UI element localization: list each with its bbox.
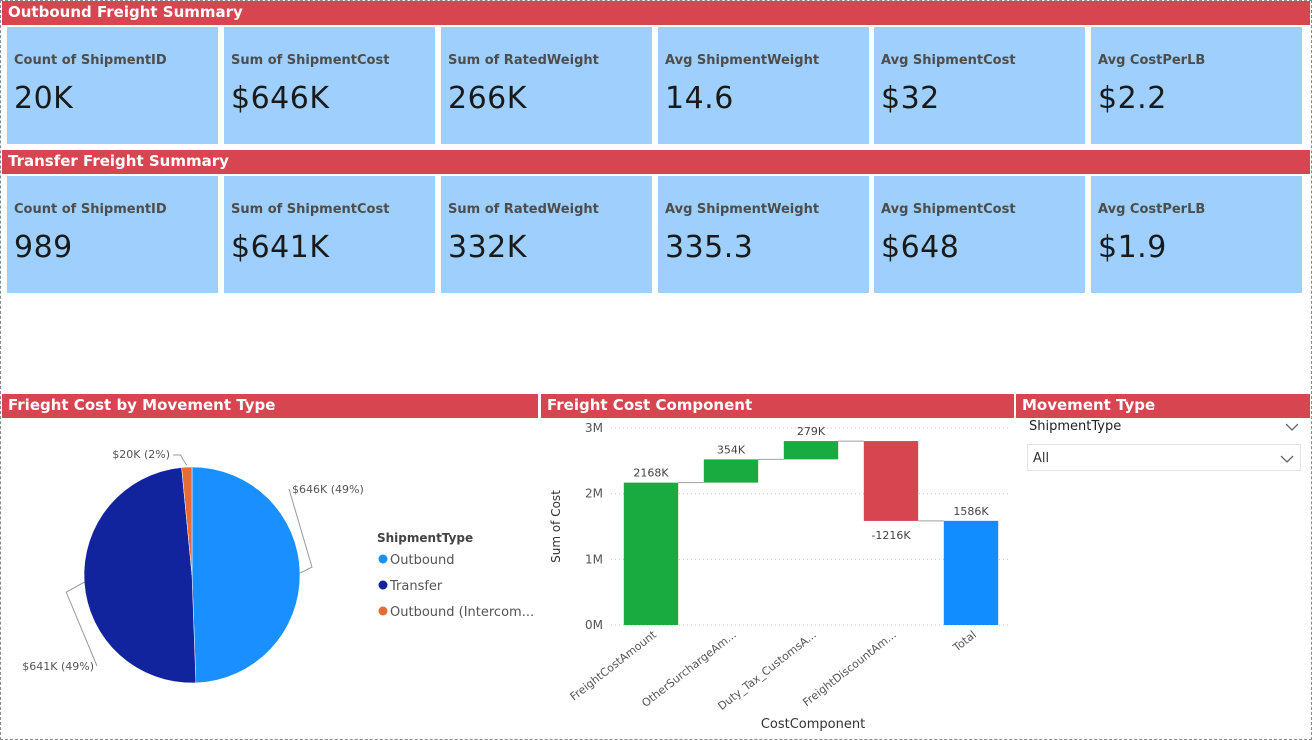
waterfall-visual-header: Freight Cost Component xyxy=(541,394,1014,418)
pie-slice-intercompany xyxy=(181,466,193,576)
kpi-label: Count of ShipmentID xyxy=(14,202,167,217)
y-tick-label: 3M xyxy=(585,421,603,435)
kpi-value: 20K xyxy=(14,81,74,116)
waterfall-data-label: 279K xyxy=(797,425,826,438)
kpi-label: Count of ShipmentID xyxy=(14,53,167,68)
kpi-label: Sum of ShipmentCost xyxy=(231,53,390,68)
kpi-label: Sum of RatedWeight xyxy=(448,53,599,68)
waterfall-bar xyxy=(623,482,679,625)
kpi-value: $1.9 xyxy=(1098,230,1167,265)
chevron-down-icon[interactable] xyxy=(1280,454,1294,464)
pie-legend-item: Outbound (Intercom... xyxy=(390,605,534,620)
waterfall-bar xyxy=(943,520,999,625)
pie-data-label: $646K (49%) xyxy=(292,483,364,496)
pie-leader-line xyxy=(288,488,313,574)
kpi-value: $648 xyxy=(881,230,960,265)
slicer-header: Movement Type xyxy=(1016,394,1310,418)
pie-legend-title: ShipmentType xyxy=(377,531,473,545)
slicer-selected-value: All xyxy=(1033,451,1050,466)
waterfall-data-label: 2168K xyxy=(633,467,669,480)
kpi-value: 335.3 xyxy=(665,230,754,265)
pie-data-label: $641K (49%) xyxy=(22,660,94,673)
kpi-value: 14.6 xyxy=(665,81,734,116)
chevron-down-icon[interactable] xyxy=(1285,422,1299,432)
pie-data-label: $20K (2%) xyxy=(112,448,170,461)
pie-slice-transfer xyxy=(83,467,197,684)
kpi-value: $32 xyxy=(881,81,940,116)
kpi-label: Avg ShipmentCost xyxy=(881,202,1016,217)
pie-legend-item: Transfer xyxy=(389,579,443,594)
transfer-kpi-card: Avg CostPerLB $1.9 xyxy=(1091,176,1302,293)
transfer-kpi-card: Sum of ShipmentCost $641K xyxy=(224,176,435,293)
kpi-value: $641K xyxy=(231,230,330,265)
waterfall-bar xyxy=(863,441,919,521)
outbound-summary-title: Outbound Freight Summary xyxy=(8,3,243,21)
kpi-value: $646K xyxy=(231,81,330,116)
y-tick-label: 1M xyxy=(585,552,603,566)
outbound-kpi-card: Avg CostPerLB $2.2 xyxy=(1091,27,1302,144)
kpi-label: Avg ShipmentWeight xyxy=(665,202,820,217)
waterfall-chart: 0M 1M 2M 3M Sum of Cost CostComponent 2168K Fre… xyxy=(549,421,1011,732)
slicer-dropdown[interactable]: All xyxy=(1027,444,1301,471)
legend-marker-outbound xyxy=(378,554,388,564)
kpi-label: Sum of RatedWeight xyxy=(448,202,599,217)
transfer-kpi-card: Sum of RatedWeight 332K xyxy=(441,176,652,293)
kpi-label: Avg ShipmentWeight xyxy=(665,53,820,68)
kpi-label: Avg ShipmentCost xyxy=(881,53,1016,68)
y-axis-title: Sum of Cost xyxy=(549,490,563,563)
pie-leader-line xyxy=(65,581,98,667)
waterfall-visual-title: Freight Cost Component xyxy=(547,396,753,414)
slicer-field-header[interactable]: ShipmentType xyxy=(1029,419,1301,437)
outbound-kpi-card: Count of ShipmentID 20K xyxy=(7,27,218,144)
transfer-kpi-card: Avg ShipmentCost $648 xyxy=(874,176,1085,293)
kpi-value: 989 xyxy=(14,230,73,265)
pie-legend-item: Outbound xyxy=(390,553,455,568)
outbound-summary-header: Outbound Freight Summary xyxy=(2,1,1310,25)
legend-marker-transfer xyxy=(378,580,388,590)
x-axis-title: CostComponent xyxy=(761,717,865,732)
transfer-kpi-card: Avg ShipmentWeight 335.3 xyxy=(658,176,869,293)
x-tick-label: Total xyxy=(950,628,979,655)
waterfall-data-label: -1216K xyxy=(871,529,911,542)
x-tick-label: FreightCostAmount xyxy=(568,628,660,704)
waterfall-data-label: 354K xyxy=(717,443,746,456)
kpi-label: Sum of ShipmentCost xyxy=(231,202,390,217)
legend-marker-intercompany xyxy=(378,606,388,616)
pie-visual-title: Frieght Cost by Movement Type xyxy=(8,396,276,414)
pie-leader-line xyxy=(173,454,188,466)
slicer-title: Movement Type xyxy=(1022,396,1156,414)
kpi-value: 332K xyxy=(448,230,527,265)
kpi-label: Avg CostPerLB xyxy=(1098,202,1206,217)
pie-chart: $646K (49%) $641K (49%) $20K (2%) ShipmentT… xyxy=(22,448,534,684)
pie-slice-outbound xyxy=(191,466,301,684)
y-tick-label: 0M xyxy=(585,618,603,632)
outbound-kpi-card: Avg ShipmentCost $32 xyxy=(874,27,1085,144)
kpi-value: $2.2 xyxy=(1098,81,1167,116)
kpi-value: 266K xyxy=(448,81,527,116)
pie-visual-header: Frieght Cost by Movement Type xyxy=(2,394,538,418)
transfer-kpi-card: Count of ShipmentID 989 xyxy=(7,176,218,293)
kpi-label: Avg CostPerLB xyxy=(1098,53,1206,68)
transfer-summary-header: Transfer Freight Summary xyxy=(2,150,1310,174)
outbound-kpi-card: Avg ShipmentWeight 14.6 xyxy=(658,27,869,144)
waterfall-bar xyxy=(703,459,759,483)
y-tick-label: 2M xyxy=(585,487,603,501)
waterfall-bar xyxy=(783,441,839,460)
outbound-kpi-card: Sum of RatedWeight 266K xyxy=(441,27,652,144)
transfer-summary-title: Transfer Freight Summary xyxy=(8,152,229,170)
outbound-kpi-card: Sum of ShipmentCost $646K xyxy=(224,27,435,144)
slicer-field-label: ShipmentType xyxy=(1029,419,1122,434)
waterfall-data-label: 1586K xyxy=(953,505,989,518)
